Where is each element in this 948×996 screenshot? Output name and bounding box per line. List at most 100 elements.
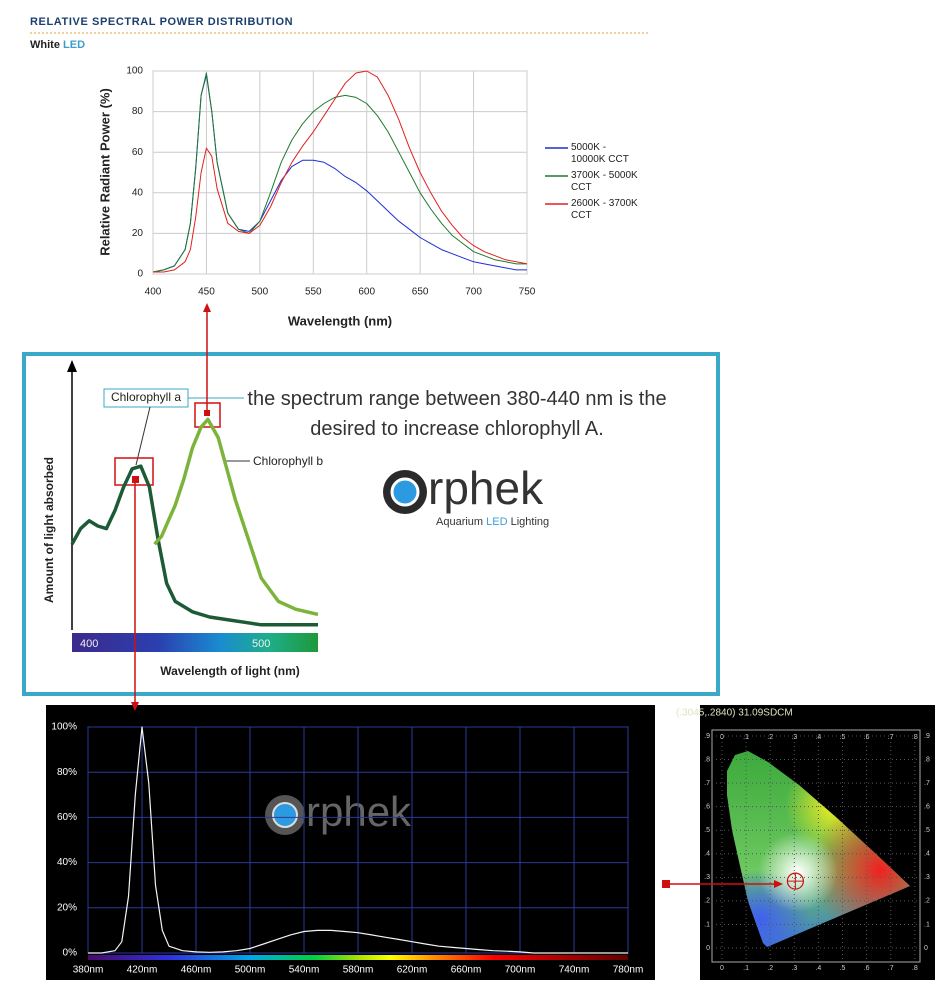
- y-tick-label: .5: [704, 827, 710, 834]
- y-tick-label: .6: [704, 804, 710, 811]
- subtitle: White LED: [30, 39, 85, 51]
- x-tick-label: .1: [743, 965, 749, 972]
- x-tick-label: 700nm: [505, 965, 536, 976]
- y-tick-label: 80: [132, 106, 144, 117]
- series-label: Chlorophyll b: [253, 454, 323, 468]
- y-tick-label: .2: [924, 898, 930, 905]
- y-tick-label: 40%: [57, 857, 77, 868]
- x-tick-label: .1: [743, 734, 749, 741]
- x-tick-label: .2: [767, 965, 773, 972]
- x-tick-label: 780nm: [613, 965, 644, 976]
- series-line: [152, 72, 527, 273]
- series-label: Chlorophyll a: [111, 390, 181, 404]
- cie-title: (.3045,.2840) 31.09SDCM: [676, 708, 793, 719]
- x-tick-label: 660nm: [451, 965, 482, 976]
- logo-wordmark: rphek: [306, 788, 412, 835]
- y-tick-label: .6: [924, 804, 930, 811]
- x-tick-label: .6: [864, 734, 870, 741]
- logo-dot: [272, 802, 298, 828]
- y-tick-label: 0: [706, 945, 710, 952]
- y-tick-label: 40: [132, 187, 144, 198]
- x-tick-label: 0: [720, 734, 724, 741]
- chart-title: RELATIVE SPECTRAL POWER DISTRIBUTION: [30, 16, 293, 28]
- logo-tagline: Aquarium LED Lighting: [436, 516, 550, 528]
- x-tick-label: 600: [358, 287, 375, 298]
- y-tick-label: .4: [704, 851, 710, 858]
- series-line: [88, 726, 628, 954]
- x-axis-label: Wavelength (nm): [288, 313, 392, 328]
- x-tick-label: 500nm: [235, 965, 266, 976]
- x-tick-label: .5: [840, 965, 846, 972]
- annotation: the spectrum range between 380-440 nm is…: [247, 388, 667, 440]
- spectrum-bar: [72, 633, 318, 652]
- x-tick-label: .6: [864, 965, 870, 972]
- x-tick-label: .4: [815, 734, 821, 741]
- leader-line: [135, 406, 151, 466]
- y-tick-label: 60%: [57, 812, 77, 823]
- y-tick-label: 100: [126, 66, 143, 77]
- pointers: [114, 310, 776, 885]
- series-line: [153, 417, 319, 617]
- x-tick-label: 420nm: [127, 965, 158, 976]
- x-tick-label: .8: [912, 734, 918, 741]
- logo-wordmark: rphek: [428, 462, 544, 514]
- x-tick-label: 0: [720, 965, 724, 972]
- y-tick-label: .4: [924, 851, 930, 858]
- x-tick-label: 650: [412, 287, 429, 298]
- plot-frame: [711, 729, 921, 963]
- x-tick-label: .3: [791, 965, 797, 972]
- chromaticity-point: [786, 872, 804, 890]
- y-tick-label: 60: [132, 147, 144, 158]
- legend-label: 2600K - 3700K CCT: [571, 198, 638, 221]
- y-tick-label: .5: [924, 827, 930, 834]
- x-tick-label: 750: [519, 287, 536, 298]
- x-tick-label: .4: [815, 965, 821, 972]
- x-tick-label: 500: [252, 287, 269, 298]
- y-axis-label: Relative Radiant Power (%): [97, 88, 112, 256]
- y-tick-label: .8: [924, 756, 930, 763]
- x-tick-label: .7: [888, 734, 894, 741]
- x-tick-label: 550: [305, 287, 322, 298]
- x-tick-label: .7: [888, 965, 894, 972]
- x-tick-label: .8: [912, 965, 918, 972]
- x-tick-label: 400: [145, 287, 162, 298]
- x-tick-label: 540nm: [289, 965, 320, 976]
- y-tick-label: .2: [704, 898, 710, 905]
- x-tick-label: 740nm: [559, 965, 590, 976]
- x-tick-label: .2: [767, 734, 773, 741]
- x-tick-label: 460nm: [181, 965, 212, 976]
- y-tick-label: 0: [137, 269, 143, 280]
- y-tick-label: 100%: [51, 722, 77, 733]
- y-axis-label: Amount of light absorbed: [42, 457, 56, 603]
- y-tick-label: 80%: [57, 767, 77, 778]
- x-tick-label: 580nm: [343, 965, 374, 976]
- y-tick-label: 20%: [57, 902, 77, 913]
- y-tick-label: 0: [924, 945, 928, 952]
- series-line: [153, 70, 528, 273]
- pointer-heads: [131, 303, 783, 888]
- x-tick-label: 620nm: [397, 965, 428, 976]
- axis-arrow: [67, 360, 77, 372]
- x-tick-label: .3: [791, 734, 797, 741]
- y-tick-label: .8: [704, 756, 710, 763]
- spectrum-panel: [46, 705, 655, 980]
- x-tick-label: 380nm: [73, 965, 104, 976]
- x-tick-label: 400: [80, 638, 98, 650]
- x-tick-label: 450: [198, 287, 215, 298]
- legend-label: 5000K - 10000K CCT: [571, 142, 629, 165]
- y-tick-label: .7: [704, 780, 710, 787]
- x-tick-label: .5: [840, 734, 846, 741]
- legend-label: 3700K - 5000K CCT: [571, 170, 638, 193]
- y-tick-label: 0%: [63, 948, 78, 959]
- y-tick-label: .9: [924, 733, 930, 740]
- logo-dot: [390, 477, 420, 507]
- y-tick-label: .3: [924, 874, 930, 881]
- x-tick-label: 500: [252, 638, 270, 650]
- spectrum-bar: [88, 955, 628, 960]
- y-tick-label: .1: [704, 921, 710, 928]
- y-tick-label: .7: [924, 780, 930, 787]
- x-axis-label: Wavelength of light (nm): [160, 664, 300, 678]
- y-tick-label: .1: [924, 921, 930, 928]
